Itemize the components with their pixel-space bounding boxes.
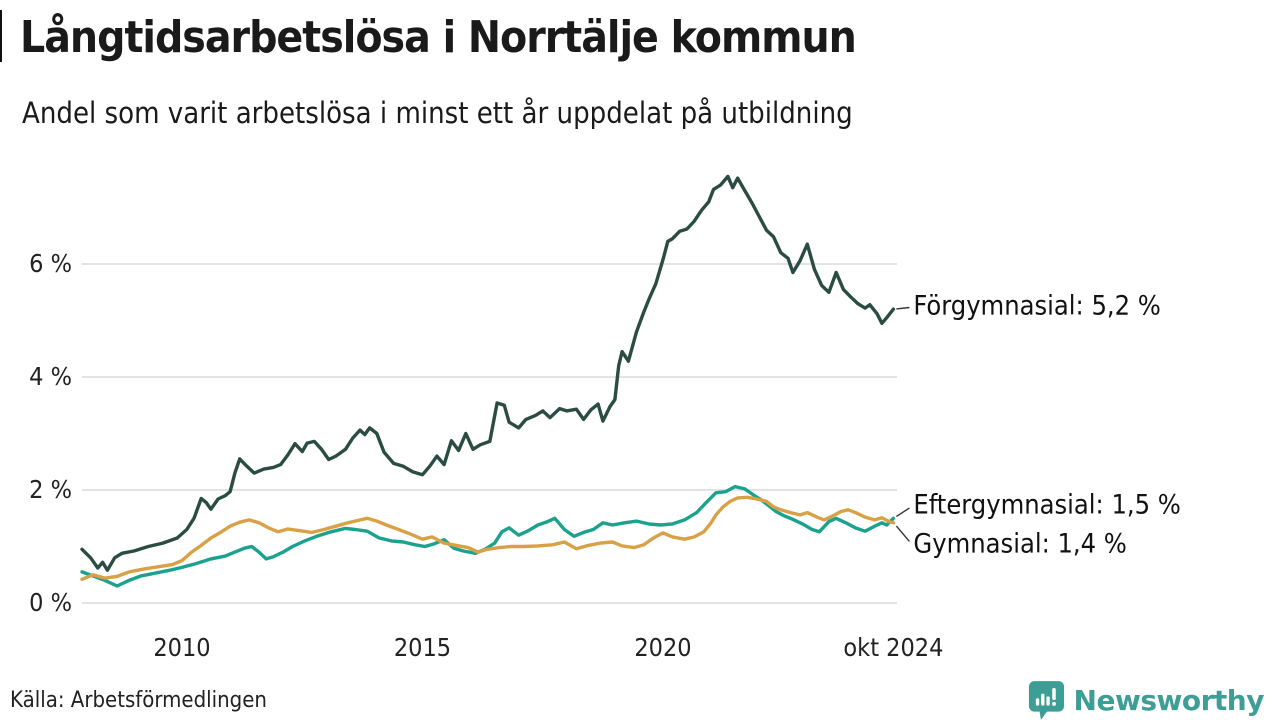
- label-connector: [896, 306, 910, 310]
- y-tick-label: 6 %: [29, 249, 72, 278]
- series-end-label-eftergymnasial: Eftergymnasial: 1,5 %: [913, 489, 1181, 521]
- x-tick-label: 2010: [153, 633, 211, 662]
- y-tick-label: 4 %: [29, 362, 72, 391]
- source-note: Källa: Arbetsförmedlingen: [10, 688, 267, 713]
- newsworthy-bubble-chart-icon: [1028, 681, 1064, 720]
- x-tick-label: 2020: [634, 633, 692, 662]
- series-line-förgymnasial: [80, 174, 896, 572]
- x-tick-label: 2015: [393, 633, 452, 662]
- newsworthy-wordmark: Newsworthy: [1073, 684, 1265, 717]
- y-tick-label: 2 %: [29, 475, 72, 504]
- newsworthy-logo: Newsworthy: [1028, 680, 1265, 720]
- label-connector: [895, 525, 910, 542]
- series-end-label-förgymnasial: Förgymnasial: 5,2 %: [913, 290, 1161, 322]
- x-tick-label: okt 2024: [843, 633, 944, 662]
- series-label-connectors: [895, 306, 910, 542]
- series-end-label-gymnasial: Gymnasial: 1,4 %: [913, 528, 1127, 560]
- chart-subtitle: Andel som varit arbetslösa i minst ett å…: [22, 96, 853, 130]
- series-line-eftergymnasial: [80, 484, 896, 588]
- gridlines: [82, 263, 897, 604]
- label-connector: [896, 507, 910, 518]
- chart-title: Långtidsarbetslösa i Norrtälje kommun: [20, 12, 857, 63]
- left-edge-artifact: [0, 10, 2, 62]
- series-line-gymnasial: [80, 495, 896, 581]
- y-tick-label: 0 %: [29, 588, 72, 617]
- series-lines: [80, 174, 896, 588]
